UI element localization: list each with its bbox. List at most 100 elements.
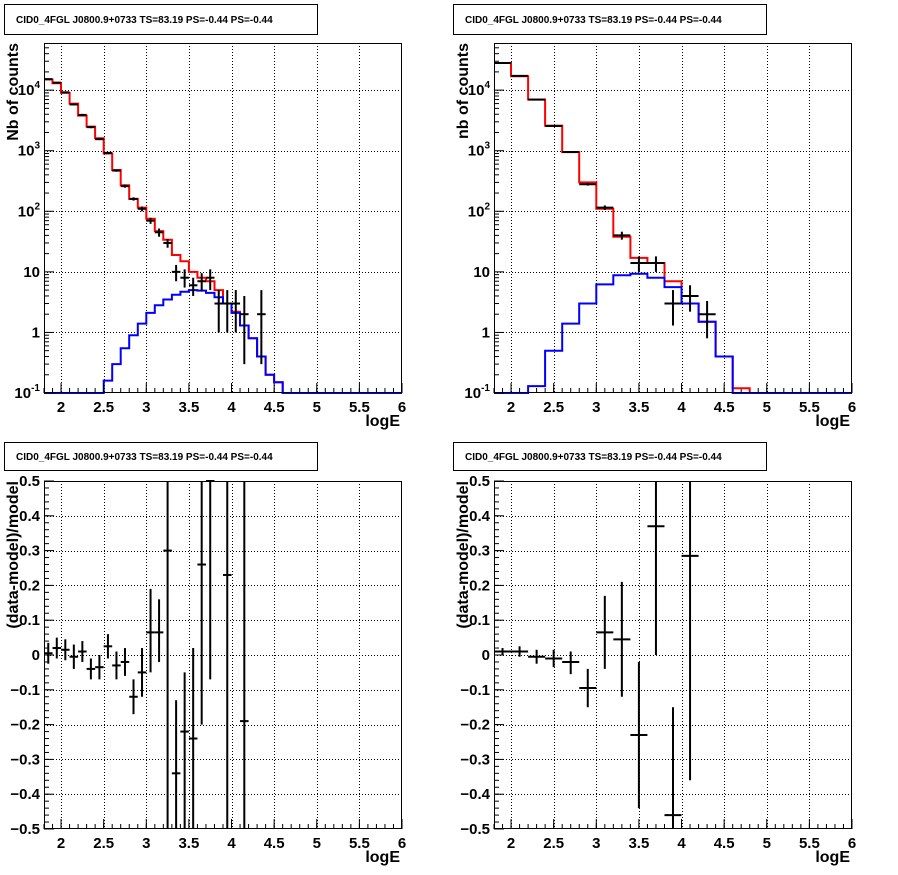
data-point <box>112 651 121 680</box>
x-tick-label: 5 <box>313 399 321 416</box>
data-point <box>257 290 266 365</box>
panel-1: CID0_4FGL J0800.9+0733 TS=83.19 PS=-0.44… <box>4 4 406 430</box>
data-point <box>129 197 138 201</box>
data-point <box>44 642 53 664</box>
title-box <box>453 4 767 35</box>
x-tick-label: 4 <box>677 835 686 852</box>
data-point <box>163 481 172 829</box>
x-axis-label: logE <box>815 849 850 866</box>
data-point <box>205 480 215 680</box>
y-tick-label: −0.2 <box>460 717 490 734</box>
data-point <box>562 651 580 675</box>
x-tick-label: 5 <box>763 835 771 852</box>
model-total-histogram <box>44 78 402 394</box>
y-tick-label: −0.4 <box>460 786 490 803</box>
y-tick-label: 10 <box>23 264 40 281</box>
x-tick-label: 4.5 <box>264 399 285 416</box>
y-tick-label: 0 <box>32 647 40 664</box>
plot-frame <box>44 43 402 393</box>
y-tick-label: 104 <box>18 80 41 99</box>
data-point <box>528 98 546 101</box>
data-point <box>579 182 597 186</box>
data-point <box>664 290 682 326</box>
y-tick-label: 10-1 <box>14 383 40 402</box>
data-point <box>647 481 665 655</box>
data-point <box>197 273 206 292</box>
y-tick-label: 10 <box>473 264 490 281</box>
y-tick-label: −0.4 <box>10 786 40 803</box>
data-point <box>511 74 529 77</box>
x-tick-label: 5 <box>763 399 771 416</box>
data-point <box>154 228 164 237</box>
y-tick-label: 0.1 <box>469 612 490 629</box>
y-tick-label: 0.4 <box>469 508 491 525</box>
data-point <box>146 217 155 224</box>
x-axis-label: logE <box>365 413 400 430</box>
data-point <box>61 639 70 661</box>
y-tick-label: 0.5 <box>19 473 40 490</box>
x-tick-label: 3.5 <box>628 835 649 852</box>
data-point <box>52 637 62 659</box>
x-tick-label: 2.5 <box>543 835 564 852</box>
data-point <box>240 481 249 829</box>
data-point <box>613 581 631 697</box>
y-tick-label: 0.3 <box>469 543 490 560</box>
data-point <box>163 238 172 248</box>
panel-2: CID0_4FGL J0800.9+0733 TS=83.19 PS=-0.44… <box>453 4 856 430</box>
x-tick-label: 4.5 <box>714 399 735 416</box>
y-tick-label: 102 <box>468 201 491 220</box>
x-tick-label: 6 <box>398 399 406 416</box>
data-point <box>630 256 648 272</box>
chart-title: CID0_4FGL J0800.9+0733 TS=83.19 PS=-0.44… <box>16 452 273 463</box>
model-total-histogram <box>494 62 852 394</box>
y-tick-label: −0.5 <box>460 821 490 838</box>
data-point <box>86 126 96 129</box>
data-point <box>205 269 215 291</box>
data-point <box>180 672 189 829</box>
x-tick-label: 3 <box>592 835 600 852</box>
x-tick-label: 3 <box>142 835 150 852</box>
data-point <box>545 649 563 668</box>
data-point <box>120 648 130 676</box>
x-tick-label: 4.5 <box>714 835 735 852</box>
data-point <box>146 588 155 673</box>
data-point <box>180 269 189 288</box>
data-point <box>86 658 96 680</box>
x-tick-label: 5.5 <box>349 399 370 416</box>
data-point <box>137 206 147 212</box>
y-tick-label: 0.2 <box>469 577 490 594</box>
data-point <box>223 290 232 333</box>
y-tick-label: 0.5 <box>469 473 490 490</box>
data-point <box>240 295 249 365</box>
data-point <box>528 649 546 664</box>
x-tick-label: 4 <box>227 835 236 852</box>
title-box <box>453 442 767 471</box>
x-tick-label: 5.5 <box>349 835 370 852</box>
data-point <box>231 290 241 333</box>
x-axis-label: logE <box>365 849 400 866</box>
data-point <box>52 81 62 84</box>
x-tick-label: 6 <box>848 399 856 416</box>
x-tick-label: 2.5 <box>543 399 564 416</box>
x-tick-label: 2 <box>57 399 65 416</box>
x-tick-label: 2 <box>57 835 65 852</box>
x-tick-label: 2 <box>507 399 515 416</box>
data-point <box>120 184 130 188</box>
x-tick-label: 6 <box>398 835 406 852</box>
y-tick-label: 104 <box>468 80 491 99</box>
y-tick-label: −0.1 <box>10 682 40 699</box>
data-point <box>154 599 164 662</box>
data-point <box>171 700 181 829</box>
x-tick-label: 3.5 <box>178 399 199 416</box>
data-point <box>630 661 648 809</box>
title-box <box>4 442 318 471</box>
y-axis-label: nb of counts <box>455 43 472 139</box>
y-tick-label: −0.5 <box>10 821 40 838</box>
data-point <box>681 285 699 312</box>
y-tick-label: −0.3 <box>10 751 40 768</box>
data-point <box>129 679 138 715</box>
data-point <box>647 256 665 272</box>
title-box <box>4 4 318 35</box>
x-tick-label: 4 <box>677 399 686 416</box>
data-point <box>69 644 79 669</box>
